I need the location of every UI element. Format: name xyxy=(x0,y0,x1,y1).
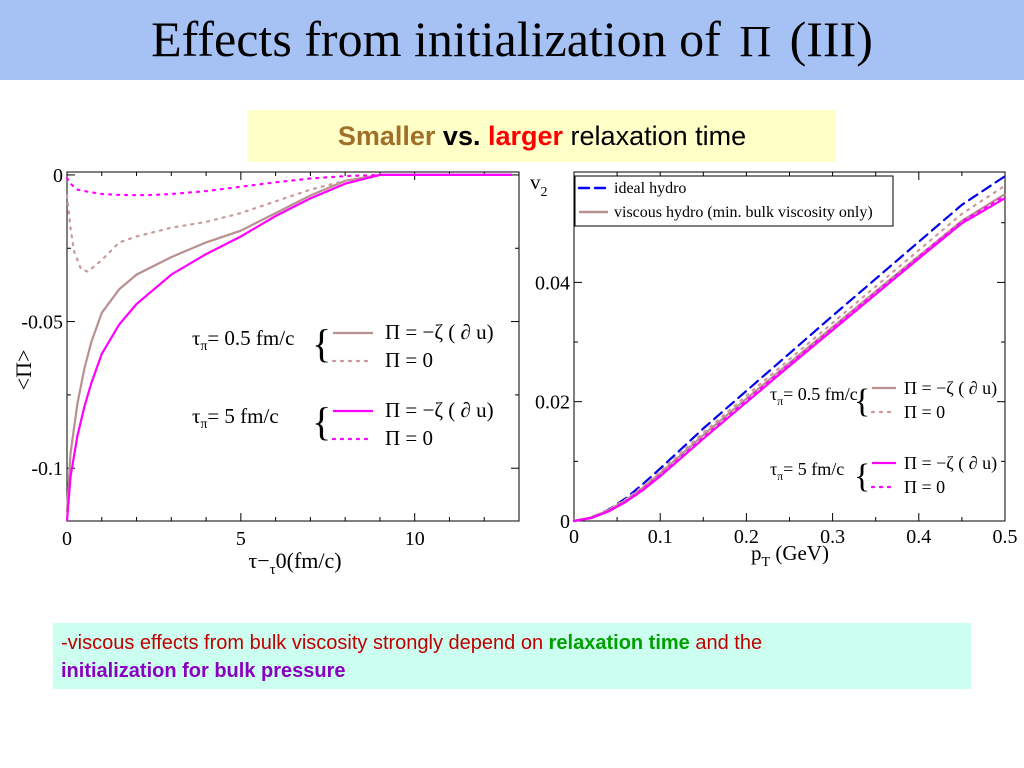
chart1-ytick-label: -0.1 xyxy=(31,458,63,480)
chart1-ylabel: <Π> xyxy=(11,350,36,391)
chart2-xtick-label: 0.3 xyxy=(820,526,845,548)
chart2-xtick-label: 0.2 xyxy=(734,526,759,548)
title-symbol: Π xyxy=(739,17,772,66)
note-highlight-initialization: initialization for bulk pressure xyxy=(61,660,346,682)
chart1-xtick-label: 0 xyxy=(62,528,72,550)
chart2-legend-group-1-label: τπ= 5 fm/c xyxy=(770,459,844,483)
subtitle-vs: vs. xyxy=(442,121,481,151)
title-main: Effects from initialization of xyxy=(151,11,721,67)
chart2-ytick-label: 0.02 xyxy=(535,392,570,414)
title-suffix: (III) xyxy=(789,11,873,67)
chart2-series-2-line xyxy=(572,184,1007,523)
title-bar xyxy=(0,0,1024,80)
chart1-xtick-label: 10 xyxy=(405,528,425,550)
chart2-legend-entry-1-label: viscous hydro (min. bulk viscosity only) xyxy=(614,204,873,221)
chart1-legend-group-1-label: τπ= 5 fm/c xyxy=(192,404,279,431)
chart1-legend-group-1-entry-1-label: Π = 0 xyxy=(385,426,433,450)
chart1-legend-group-0-label: τπ= 0.5 fm/c xyxy=(192,326,294,353)
subtitle-smaller: Smaller xyxy=(337,121,436,151)
chart1-legend-group-0-brace: { xyxy=(312,321,331,366)
chart2-xtick-label: 0.1 xyxy=(648,526,673,548)
chart1-ytick-label: -0.05 xyxy=(21,312,63,334)
chart2-legend-entry-0-label: ideal hydro xyxy=(614,180,686,197)
chart2-ylabel: v2 xyxy=(530,170,548,200)
chart2-xtick-label: 0 xyxy=(569,526,579,548)
subtitle-rest: relaxation time xyxy=(570,121,747,151)
subtitle-larger: larger xyxy=(487,121,564,151)
chart2-legend-box xyxy=(574,175,894,227)
conclusion-note: -viscous effects from bulk viscosity str… xyxy=(53,623,971,689)
note-part1: -viscous effects from bulk viscosity str… xyxy=(61,632,544,654)
chart2-xlabel: pT (GeV) xyxy=(751,541,829,570)
chart1-series-1-line xyxy=(65,173,514,273)
chart2-legend-group-1-brace: { xyxy=(854,458,870,495)
chart2-legend-group-0-entry-1-label: Π = 0 xyxy=(904,402,945,422)
chart2-legend-group-1-entry-0-label: Π = −ζ ( ∂ u) xyxy=(904,453,997,474)
chart2-legend-group-0-entry-0-label: Π = −ζ ( ∂ u) xyxy=(904,378,997,399)
chart2-ytick-label: 0 xyxy=(560,511,570,533)
chart2-xtick-label: 0.4 xyxy=(906,526,931,548)
chart1-legend-group-1-entry-0-label: Π = −ζ ( ∂ u) xyxy=(385,398,494,422)
chart1-series-3-line xyxy=(65,173,514,197)
chart2-ytick-label: 0.04 xyxy=(535,272,570,294)
chart1-legend-group-0-entry-0-label: Π = −ζ ( ∂ u) xyxy=(385,320,494,344)
chart2-legend-group-0-label: τπ= 0.5 fm/c xyxy=(770,384,858,408)
note-part2: and the xyxy=(695,632,763,654)
slide-title: Effects from initialization of Π (III) xyxy=(0,10,1024,68)
chart1-legend-group-1-brace: { xyxy=(312,399,331,444)
chart2-xtick-label: 0.5 xyxy=(993,526,1018,548)
chart2-legend-group-0-brace: { xyxy=(854,383,870,420)
chart2-series-4-line xyxy=(572,194,1007,523)
chart1-legend-group-0-entry-1-label: Π = 0 xyxy=(385,348,433,372)
note-highlight-relaxation: relaxation time xyxy=(548,632,690,654)
chart1-xlabel: τ−τ0(fm/c) xyxy=(248,548,341,578)
chart1-frame xyxy=(66,171,520,522)
chart1-xtick-label: 5 xyxy=(236,528,246,550)
subtitle-box: Smaller vs. larger relaxation time xyxy=(248,110,836,162)
chart2-legend-group-1-entry-1-label: Π = 0 xyxy=(904,477,945,497)
chart1-ytick-label: 0 xyxy=(53,165,63,187)
